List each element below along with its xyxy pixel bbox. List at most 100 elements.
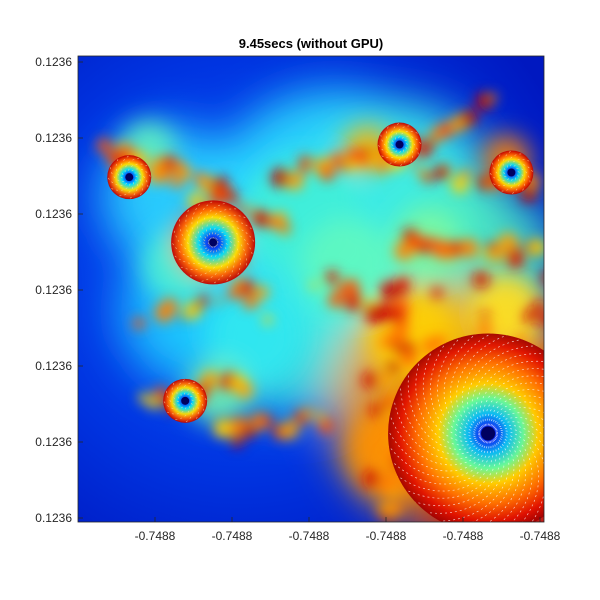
spiral-arm — [180, 381, 197, 401]
spiral-arm — [120, 154, 131, 178]
field-bulb — [588, 465, 599, 476]
spiral-arm — [117, 177, 134, 197]
field-bulb — [421, 592, 438, 600]
filament-bulb — [379, 373, 393, 387]
y-tick-label: 0.1236 — [35, 359, 72, 373]
mini-spiral — [107, 154, 152, 200]
filament-bulb — [245, 203, 252, 210]
spiral-arm — [437, 337, 481, 437]
y-tick-label: 0.1236 — [35, 207, 72, 221]
spiral-arm — [214, 235, 248, 269]
spiral-arm — [191, 201, 210, 244]
fractal-spirals — [107, 122, 544, 522]
filament-bulb — [488, 93, 498, 102]
x-tick-label: -0.7488 — [366, 529, 407, 543]
spiral-arm — [377, 143, 400, 154]
spiral-arm — [201, 202, 228, 242]
field-bulb — [582, 354, 598, 370]
filament-bulb — [394, 241, 414, 261]
fractal-image — [78, 56, 600, 600]
spiral-arm — [129, 172, 149, 189]
filament-bulb — [498, 232, 518, 252]
spiral-arm — [380, 146, 402, 159]
filament-bulb — [259, 416, 270, 427]
spiral-arm — [186, 399, 199, 421]
spiral-arm — [510, 172, 521, 195]
spiral-arm — [380, 132, 399, 149]
x-tick-label: -0.7488 — [443, 529, 484, 543]
field-bulb — [446, 576, 462, 592]
spiral-arm — [209, 214, 248, 240]
spiral-arm — [489, 171, 512, 182]
filament-bulb — [310, 281, 318, 290]
spiral-arm — [484, 382, 544, 426]
spiral-arm — [390, 122, 401, 145]
spiral-arm — [466, 345, 537, 431]
field-bulb — [480, 311, 490, 321]
filament-bulb — [315, 411, 325, 420]
spiral-arm — [129, 168, 152, 178]
spiral-arm — [512, 170, 525, 193]
filament-bulb — [422, 171, 435, 184]
spiral-arm — [393, 399, 486, 460]
spiral-arm — [407, 372, 484, 450]
axes-frame — [77, 55, 545, 523]
filament-bulb — [382, 452, 390, 461]
spiral-arm — [173, 228, 213, 254]
filament-bulb — [302, 407, 313, 419]
filament-bulb — [486, 241, 498, 253]
filament-bulb — [237, 279, 256, 297]
body-blob — [208, 289, 302, 383]
spiral-arm — [162, 400, 186, 410]
filament-bulb — [303, 159, 312, 168]
filament-bulb — [255, 285, 269, 300]
filament-bulb — [529, 239, 544, 256]
filament-bulb — [443, 165, 450, 173]
field-bulb — [594, 359, 600, 372]
y-tick-label: 0.1236 — [35, 131, 72, 145]
spiral-arm — [387, 430, 489, 472]
spiral-arm — [415, 438, 501, 507]
y-axis: 0.1236 0.1236 0.1236 0.1236 0.1236 0.1236 0.12… — [35, 55, 83, 525]
filament-bulb — [246, 295, 259, 309]
filament-bulb — [475, 92, 494, 111]
spiral-arm — [128, 176, 138, 200]
spiral-arm — [397, 440, 494, 492]
spiral-arm — [486, 389, 544, 426]
spiral-arm — [165, 402, 187, 415]
field-bulb — [577, 415, 588, 426]
y-tick-label: 0.1236 — [35, 55, 72, 69]
spiral-arm — [187, 244, 221, 277]
spiral-arm — [172, 245, 215, 265]
y-tick-label: 0.1236 — [35, 511, 72, 525]
spiral-arm — [176, 378, 186, 402]
spiral-arm — [479, 368, 544, 428]
spiral-arm — [415, 360, 483, 446]
spiral-arm — [426, 437, 505, 514]
filament-bulb — [198, 294, 209, 305]
spiral-arm — [461, 338, 522, 432]
field-bulb — [554, 393, 566, 405]
filament-bulb — [286, 172, 304, 191]
field-bulb — [400, 350, 418, 368]
field-bulb — [375, 302, 395, 322]
spiral-arm — [512, 167, 531, 185]
field-bulb — [566, 565, 585, 584]
field-bulb — [362, 470, 380, 488]
spiral-arm — [110, 165, 129, 182]
filament-bulb — [344, 293, 363, 312]
spiral-arm — [471, 353, 544, 430]
field-bulb — [533, 299, 544, 312]
spiral-arm — [400, 139, 419, 157]
spiral-arm — [388, 441, 490, 478]
filament-bulb — [242, 424, 257, 439]
filament-bulb — [322, 167, 334, 179]
x-axis: -0.7488 -0.7488 -0.7488 -0.7488 -0.7488 -0.74… — [135, 517, 561, 543]
spiral-arm — [496, 433, 527, 522]
spiral-arm — [398, 144, 409, 167]
filament-bulb — [363, 147, 374, 158]
filament-bulb — [227, 286, 241, 301]
spiral-arm — [506, 153, 523, 172]
field-bulb — [562, 387, 573, 398]
mini-spiral — [377, 122, 422, 167]
